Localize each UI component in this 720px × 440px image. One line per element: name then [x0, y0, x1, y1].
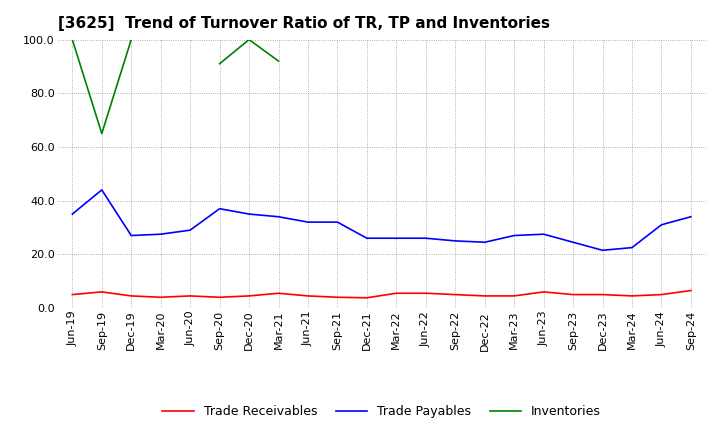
Trade Payables	[245, 211, 253, 216]
Trade Receivables	[333, 295, 342, 300]
Trade Payables	[392, 235, 400, 241]
Trade Receivables	[245, 293, 253, 299]
Line: Inventories: Inventories	[72, 40, 131, 134]
Trade Payables	[363, 235, 372, 241]
Trade Receivables	[304, 293, 312, 299]
Inventories	[68, 37, 76, 42]
Trade Payables	[569, 240, 577, 245]
Trade Payables	[539, 231, 548, 237]
Trade Payables	[657, 222, 666, 227]
Trade Payables	[628, 245, 636, 250]
Line: Trade Receivables: Trade Receivables	[72, 290, 691, 298]
Trade Receivables	[127, 293, 135, 299]
Trade Receivables	[539, 289, 548, 294]
Trade Receivables	[598, 292, 607, 297]
Inventories	[127, 37, 135, 42]
Trade Receivables	[363, 295, 372, 301]
Trade Receivables	[421, 290, 430, 296]
Trade Receivables	[68, 292, 76, 297]
Trade Receivables	[657, 292, 666, 297]
Legend: Trade Receivables, Trade Payables, Inventories: Trade Receivables, Trade Payables, Inven…	[157, 400, 606, 423]
Trade Receivables	[451, 292, 459, 297]
Trade Receivables	[215, 295, 224, 300]
Trade Payables	[304, 220, 312, 225]
Trade Receivables	[480, 293, 489, 299]
Trade Payables	[510, 233, 518, 238]
Trade Receivables	[510, 293, 518, 299]
Trade Receivables	[186, 293, 194, 299]
Trade Receivables	[569, 292, 577, 297]
Trade Payables	[451, 238, 459, 244]
Trade Receivables	[687, 288, 696, 293]
Inventories	[97, 131, 106, 136]
Trade Payables	[97, 187, 106, 193]
Trade Payables	[687, 214, 696, 220]
Trade Receivables	[628, 293, 636, 299]
Trade Payables	[68, 211, 76, 216]
Trade Receivables	[392, 290, 400, 296]
Trade Payables	[480, 240, 489, 245]
Trade Payables	[215, 206, 224, 211]
Trade Payables	[156, 231, 165, 237]
Trade Payables	[186, 227, 194, 233]
Trade Payables	[274, 214, 283, 220]
Trade Receivables	[274, 290, 283, 296]
Trade Payables	[598, 248, 607, 253]
Text: [3625]  Trend of Turnover Ratio of TR, TP and Inventories: [3625] Trend of Turnover Ratio of TR, TP…	[58, 16, 549, 32]
Trade Payables	[127, 233, 135, 238]
Trade Receivables	[97, 289, 106, 294]
Trade Payables	[333, 220, 342, 225]
Trade Receivables	[156, 295, 165, 300]
Trade Payables	[421, 235, 430, 241]
Line: Trade Payables: Trade Payables	[72, 190, 691, 250]
